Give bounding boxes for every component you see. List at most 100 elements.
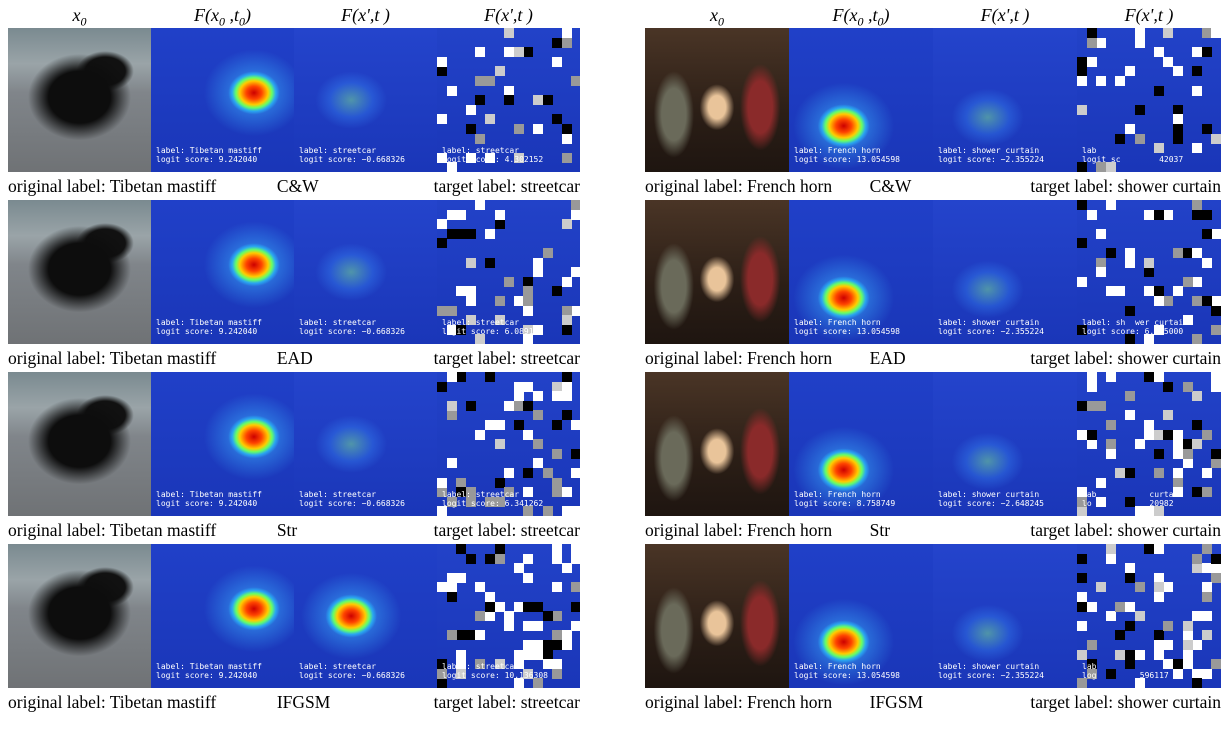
pixel-block <box>466 124 476 134</box>
overlay-line: logit score: −2.355224 <box>938 327 1044 336</box>
pixel-block <box>543 650 553 660</box>
pixel-block <box>552 487 562 497</box>
pixel-block <box>562 325 572 335</box>
cam-heatmap: label: streetcarlogit score: −0.668326 <box>294 28 437 172</box>
pixel-block <box>571 506 580 516</box>
column-header: F(x0 ,t0) <box>789 2 933 28</box>
pixel-block <box>1087 401 1097 411</box>
pixel-block <box>552 554 562 564</box>
pixel-block <box>1154 592 1164 602</box>
pixel-block <box>1192 248 1202 258</box>
pixel-block <box>1192 554 1202 564</box>
input-image <box>645 372 789 516</box>
pixel-block <box>1211 28 1221 38</box>
overlay-line: logit score: −0.668326 <box>299 671 405 680</box>
pixel-block <box>1154 47 1164 57</box>
cam-heatmap: label: streetcarlogit score: −0.668326 <box>294 372 437 516</box>
pixel-block <box>437 114 447 124</box>
pixel-block <box>562 306 572 316</box>
pixel-block <box>1106 200 1116 210</box>
overlay-line: logit score: 6.125000 <box>1082 327 1188 336</box>
overlay-line: logit score: 13.054598 <box>794 155 900 164</box>
pixel-block <box>1106 372 1116 382</box>
pixel-block <box>533 124 543 134</box>
pixel-block <box>1192 334 1202 344</box>
overlay-line: logit sc 42037 <box>1082 155 1183 164</box>
pixel-block <box>466 401 476 411</box>
pixel-block <box>1144 430 1154 440</box>
pixel-block <box>447 86 457 96</box>
pixel-block <box>485 76 495 86</box>
pixel-block <box>1211 554 1221 564</box>
pixel-block <box>1077 573 1087 583</box>
header-part: x <box>710 5 718 25</box>
pixel-block <box>1192 47 1202 57</box>
overlay-line: logit score: 6.341262 <box>442 499 543 508</box>
pixel-block <box>562 124 572 134</box>
header-part: ,t <box>225 5 239 25</box>
pixel-block <box>523 47 533 57</box>
header-part: 0 <box>718 15 724 29</box>
pixel-block <box>456 286 466 296</box>
pixel-block <box>562 28 572 38</box>
pixel-block <box>466 105 476 115</box>
pixel-block <box>437 478 447 488</box>
pixel-block <box>1173 669 1183 679</box>
cam-heatmap: lablogit sc 42037 <box>1077 28 1221 172</box>
pixel-block <box>1106 420 1116 430</box>
pixel-block <box>533 410 543 420</box>
pixel-block <box>447 573 457 583</box>
pixel-block <box>1144 286 1154 296</box>
pixel-block <box>571 449 580 459</box>
pixel-block <box>495 439 505 449</box>
column-header: x0 <box>645 2 789 28</box>
target-label: target label: shower curtain <box>1030 517 1221 543</box>
pixel-block <box>1087 28 1097 38</box>
pixel-block <box>523 306 533 316</box>
pixel-block <box>1154 210 1164 220</box>
pixel-block <box>504 95 514 105</box>
pixel-block <box>447 229 457 239</box>
overlay-line: label: Tibetan mastiff <box>156 662 262 671</box>
pixel-block <box>1173 468 1183 478</box>
pixel-block <box>1202 669 1212 679</box>
method-label: IFGSM <box>870 689 924 715</box>
pixel-block <box>1125 248 1135 258</box>
pixel-block <box>1183 458 1193 468</box>
pixel-block <box>571 267 580 277</box>
overlay-line: label: French horn <box>794 662 900 671</box>
pixel-block <box>485 420 495 430</box>
pixel-block <box>485 114 495 124</box>
pixel-block <box>571 468 580 478</box>
pixel-block <box>1202 630 1212 640</box>
pixel-block <box>543 468 553 478</box>
overlay-line: label: shower curtain <box>938 146 1044 155</box>
target-label: target label: streetcar <box>434 517 580 543</box>
pixel-block <box>1202 611 1212 621</box>
pixel-block <box>562 315 572 325</box>
pixel-block <box>1183 621 1193 631</box>
pixel-block <box>571 554 580 564</box>
pixel-block <box>1163 210 1173 220</box>
header-part: F(x <box>194 5 219 25</box>
pixel-block <box>1163 430 1173 440</box>
pixel-block <box>1211 382 1221 392</box>
pixel-block <box>475 76 485 86</box>
overlay-line: label: Tibetan mastiff <box>156 146 262 155</box>
pixel-block <box>1077 621 1087 631</box>
target-label: target label: shower curtain <box>1030 689 1221 715</box>
pixel-block <box>495 478 505 488</box>
original-label: original label: French horn <box>645 517 832 543</box>
pixel-block <box>1183 248 1193 258</box>
cam-heatmap: lablog 596117 <box>1077 544 1221 688</box>
overlay-line: label: French horn <box>794 318 900 327</box>
pixel-block <box>504 277 514 287</box>
pixel-block <box>475 134 485 144</box>
pixel-block <box>1202 296 1212 306</box>
pixel-block <box>1135 105 1145 115</box>
overlay-line: logit score: 9.242040 <box>156 671 262 680</box>
pixel-block <box>514 391 524 401</box>
pixel-block <box>552 669 562 679</box>
pixel-block <box>475 47 485 57</box>
